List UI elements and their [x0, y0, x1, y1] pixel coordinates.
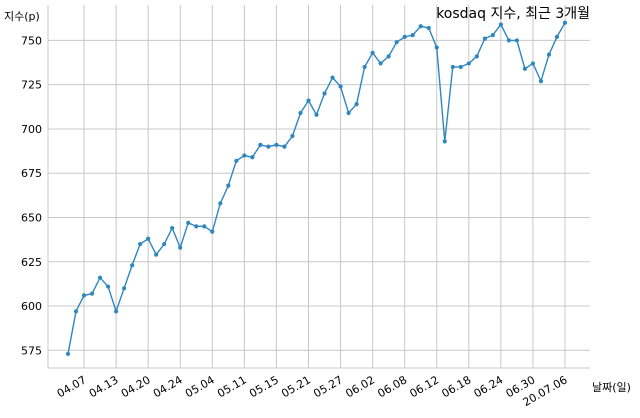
- data-point: [354, 102, 359, 107]
- data-point: [362, 64, 367, 70]
- data-point: [418, 24, 423, 29]
- data-point: [394, 40, 399, 45]
- y-tick-labels: 575 600 625 650 675 700 725 750: [21, 34, 42, 357]
- x-tick-label: 06.24: [472, 373, 506, 400]
- data-point: [202, 224, 207, 229]
- data-point: [490, 33, 495, 38]
- data-point: [314, 112, 319, 117]
- data-point: [210, 229, 215, 234]
- data-point: [218, 201, 223, 206]
- data-point: [105, 284, 111, 289]
- data-point: [514, 38, 520, 43]
- data-point: [154, 252, 159, 257]
- x-axis-label: 날짜(일): [592, 380, 631, 394]
- x-tick-label: 05.27: [311, 373, 345, 400]
- y-tick-label: 600: [21, 300, 42, 313]
- data-point: [290, 133, 295, 139]
- data-point: [410, 33, 415, 38]
- x-tick-label: 06.02: [343, 373, 377, 400]
- x-tick-label: 05.15: [247, 373, 281, 400]
- data-point: [498, 22, 503, 27]
- series-line: [67, 22, 566, 354]
- y-tick-label: 675: [21, 167, 42, 180]
- data-point: [338, 84, 343, 89]
- data-point: [322, 91, 327, 96]
- series-kosdaq: [65, 20, 568, 356]
- data-point: [113, 309, 119, 314]
- data-point: [506, 38, 511, 43]
- data-point: [162, 241, 167, 247]
- data-point: [450, 64, 455, 70]
- data-point: [186, 220, 191, 225]
- data-point: [370, 50, 375, 55]
- data-point: [234, 158, 239, 163]
- data-point: [306, 98, 311, 103]
- data-point: [426, 25, 431, 31]
- data-point: [562, 20, 568, 25]
- data-point: [242, 153, 247, 158]
- data-point: [298, 110, 303, 116]
- data-point: [89, 291, 95, 296]
- data-point: [402, 34, 407, 39]
- x-tick-label: 05.11: [215, 373, 249, 400]
- data-point: [258, 142, 263, 147]
- x-tick-label: 04.24: [151, 373, 185, 400]
- data-point: [554, 34, 560, 39]
- data-point: [442, 139, 447, 144]
- y-tick-label: 700: [21, 123, 42, 136]
- data-point: [434, 45, 439, 50]
- data-point: [65, 351, 71, 356]
- x-tick-labels: 04.0704.1304.2004.2405.0405.1105.1505.21…: [55, 373, 570, 409]
- y-tick-label: 725: [21, 79, 42, 92]
- data-point: [226, 183, 231, 188]
- data-point: [73, 309, 79, 314]
- y-axis-label: 지수(p): [4, 10, 40, 23]
- data-point: [538, 79, 544, 84]
- y-tick-label: 575: [21, 344, 42, 357]
- data-point: [282, 144, 287, 149]
- data-point: [530, 61, 536, 66]
- x-tick-label: 06.08: [375, 373, 409, 400]
- data-point: [386, 54, 391, 59]
- x-tick-label: 06.12: [407, 373, 441, 400]
- data-point: [274, 142, 279, 147]
- grid-lines: [48, 5, 590, 368]
- data-point: [458, 64, 463, 70]
- data-point: [330, 75, 335, 80]
- x-tick-label: 04.13: [87, 373, 121, 400]
- data-point: [482, 36, 487, 41]
- x-tick-label: 04.20: [119, 373, 153, 400]
- data-point: [250, 155, 255, 160]
- x-tick-label: 05.04: [183, 373, 217, 400]
- data-point: [194, 224, 199, 229]
- data-point: [146, 236, 151, 241]
- data-point: [378, 61, 383, 66]
- x-tick-label: 06.18: [440, 373, 474, 400]
- data-point: [170, 226, 175, 231]
- data-point: [81, 293, 87, 298]
- x-tick-label: 05.21: [279, 373, 313, 400]
- x-tick-label: 04.07: [55, 373, 89, 400]
- data-point: [266, 144, 271, 149]
- y-tick-label: 625: [21, 256, 42, 269]
- data-point: [178, 245, 183, 250]
- y-tick-label: 750: [21, 34, 42, 47]
- y-tick-label: 650: [21, 211, 42, 224]
- data-point: [346, 110, 351, 116]
- chart-title: kosdaq 지수, 최근 3개월: [436, 6, 590, 22]
- data-point: [122, 286, 127, 291]
- data-point: [546, 52, 552, 57]
- data-point: [522, 66, 528, 71]
- data-point: [130, 263, 135, 268]
- data-point: [466, 61, 471, 66]
- data-point: [97, 275, 103, 280]
- axes: [47, 5, 590, 369]
- data-point: [474, 54, 479, 59]
- data-point: [138, 241, 143, 247]
